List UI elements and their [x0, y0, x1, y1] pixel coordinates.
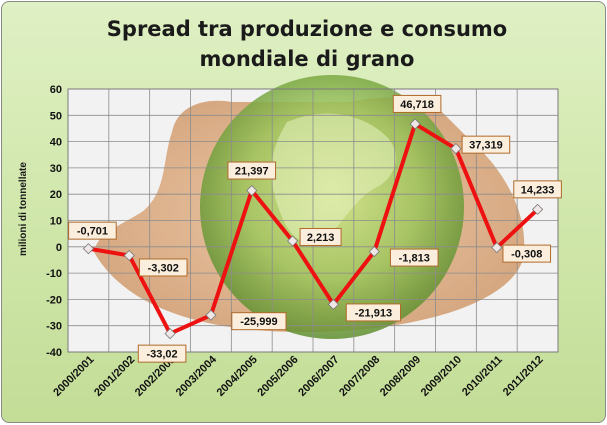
- data-labels: -0,701 -3,302 -33,02 -25,999 21,397 2,213 -21,…: [68, 94, 562, 363]
- data-point: [205, 309, 217, 321]
- data-label: 37,319: [469, 140, 503, 152]
- x-tick-label: 2010/2011: [460, 354, 505, 399]
- x-tick-label: 2008/2009: [378, 354, 423, 399]
- y-tick-label: 0: [56, 242, 62, 254]
- x-tick-label: 2001/2002: [92, 354, 137, 399]
- x-tick-label: 2005/2006: [255, 354, 300, 399]
- series-line: [88, 121, 539, 336]
- data-point: [409, 118, 421, 130]
- data-label-box: [461, 135, 511, 154]
- data-point: [246, 184, 258, 197]
- data-label: -25,999: [240, 316, 277, 328]
- data-label-box: [138, 258, 188, 277]
- data-label-box: [513, 180, 562, 199]
- data-point: [164, 328, 176, 340]
- x-tick-label: 2009/2010: [419, 354, 464, 399]
- data-label: 46,718: [400, 99, 434, 111]
- data-label: -0,701: [77, 226, 108, 238]
- x-tick-label: 2006/2007: [296, 354, 341, 399]
- x-tick-label: 2011/2012: [501, 354, 546, 399]
- plot-border: [67, 88, 559, 353]
- x-tick-label: 2007/2008: [337, 354, 382, 399]
- data-point: [123, 249, 135, 262]
- x-axis: 2000/20012001/20022002/20032003/20042004…: [51, 353, 545, 399]
- data-point: [532, 203, 544, 215]
- x-tick-label: 2000/2001: [51, 354, 96, 399]
- data-point: [82, 243, 94, 255]
- y-tick-label: 40: [50, 137, 62, 149]
- data-label: -0,308: [511, 249, 542, 261]
- data-label-box: [392, 94, 442, 113]
- data-label: 21,397: [235, 166, 269, 178]
- y-tick-label: 50: [50, 110, 62, 122]
- y-tick-label: 30: [50, 163, 62, 175]
- continent-shape: [271, 113, 396, 243]
- y-tick-label: 20: [50, 189, 62, 201]
- gridlines: [67, 88, 559, 353]
- y-tick-label: -10: [46, 268, 62, 280]
- data-label: 2,213: [307, 232, 335, 244]
- series-markers: [82, 118, 544, 340]
- data-point: [450, 143, 462, 155]
- data-label-box: [299, 227, 342, 246]
- y-tick-label: 60: [50, 84, 62, 96]
- data-point: [368, 246, 380, 258]
- data-point: [287, 235, 299, 247]
- data-label: -33,02: [146, 349, 177, 361]
- data-label-box: [231, 312, 287, 331]
- data-label-box: [502, 244, 552, 263]
- data-point: [327, 298, 339, 310]
- y-tick-label: -40: [46, 347, 62, 359]
- y-tick-label: 10: [50, 216, 62, 228]
- data-label: -21,913: [355, 307, 392, 319]
- data-label: -1,813: [399, 253, 430, 265]
- x-tick-label: 2004/2005: [215, 354, 260, 399]
- data-label-box: [227, 161, 277, 180]
- chart-title: Spread tra produzione e consumo mondiale…: [106, 17, 508, 71]
- y-tick-label: -20: [46, 294, 62, 306]
- data-label-box: [137, 344, 187, 363]
- data-label: -3,302: [148, 262, 179, 274]
- data-label-box: [68, 221, 117, 240]
- data-label: 14,233: [521, 184, 555, 196]
- data-label-box: [345, 303, 402, 322]
- data-label-box: [389, 248, 439, 267]
- y-axis: 60 50 40 30 20 10 0 -10 -20 -30 -40: [46, 84, 62, 359]
- y-tick-label: -30: [46, 321, 62, 333]
- data-point: [491, 242, 503, 254]
